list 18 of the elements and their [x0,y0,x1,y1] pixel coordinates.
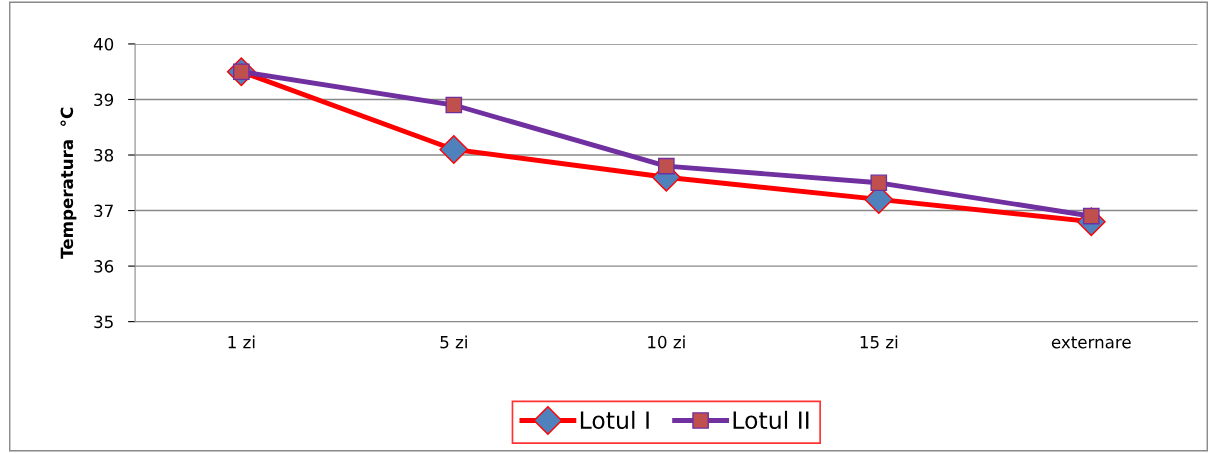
point [445,96,463,114]
x-tick-label: 1 zi [228,335,255,349]
y-tick-label: 37 [94,204,113,218]
legend-label: Lotul II [733,410,809,430]
y-tick-label: 38 [94,148,114,162]
point [870,174,888,192]
y-tick-label: 35 [94,315,113,329]
legend-label: Lotul I [580,410,649,430]
x-tick-label: 5 zi [440,335,467,349]
y-axis-title: Temperatura °C [60,107,77,259]
point [439,135,469,164]
point [657,157,675,175]
y-tick-label: 36 [94,260,114,273]
x-tick-label: 10 zi [648,335,685,349]
y-tick-label: 40 [93,37,114,51]
x-tick-label: 15 zi [860,335,898,349]
x-tick-label: externare [1051,336,1131,349]
y-tick-label: 39 [94,93,114,107]
